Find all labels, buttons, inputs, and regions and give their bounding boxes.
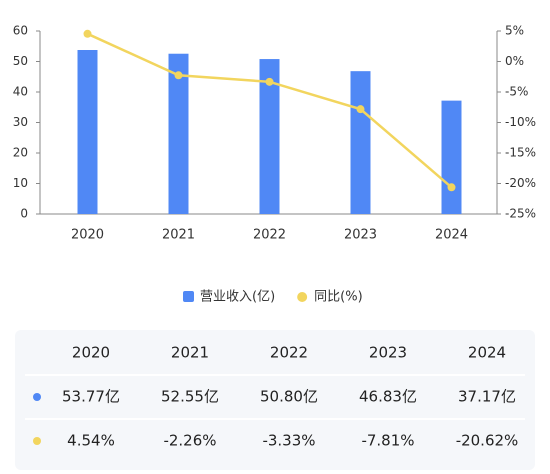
y-tick-label: 40	[13, 85, 28, 99]
y2-tick-label: -20%	[505, 176, 536, 190]
x-tick-label: 2022	[253, 228, 286, 243]
table-header: 2021	[171, 344, 209, 362]
y-tick-label: 10	[13, 176, 28, 190]
y2-tick-label: 0%	[505, 54, 524, 68]
bar	[168, 53, 189, 214]
y-tick-label: 60	[13, 24, 28, 38]
table-cell: -7.81%	[361, 432, 414, 450]
line-point	[356, 105, 365, 114]
table-cell: 46.83亿	[359, 388, 417, 406]
table-cell: 4.54%	[67, 432, 115, 450]
table-cell: 53.77亿	[62, 388, 120, 406]
bar	[259, 59, 280, 215]
y2-tick-label: 5%	[505, 24, 524, 38]
x-tick-label: 2020	[71, 228, 104, 243]
table-background	[15, 330, 535, 470]
x-tick-label: 2024	[435, 228, 468, 243]
legend-label: 同比(%)	[314, 290, 363, 305]
legend-label: 营业收入(亿)	[200, 290, 275, 305]
table-header: 2024	[468, 344, 506, 362]
line-point	[265, 77, 274, 86]
legend-swatch	[183, 291, 194, 302]
x-tick-label: 2023	[344, 228, 377, 243]
table-header: 2022	[270, 344, 308, 362]
x-tick-label: 2021	[162, 228, 195, 243]
table-header: 2020	[72, 344, 110, 362]
table-cell: -2.26%	[163, 432, 216, 450]
table-row-marker	[33, 437, 41, 445]
y2-tick-label: -5%	[505, 85, 528, 99]
table-cell: -20.62%	[456, 432, 519, 450]
y-tick-label: 20	[13, 146, 28, 160]
table-cell: 52.55亿	[161, 388, 219, 406]
bar	[350, 71, 371, 214]
y2-tick-label: -25%	[505, 207, 536, 221]
table-cell: -3.33%	[262, 432, 315, 450]
line-point	[83, 29, 92, 38]
y2-tick-label: -15%	[505, 146, 536, 160]
legend-swatch	[297, 292, 308, 302]
line-point	[174, 71, 183, 80]
bar	[77, 50, 98, 215]
y-tick-label: 0	[20, 207, 28, 221]
line-point	[447, 183, 456, 192]
y2-tick-label: -10%	[505, 115, 536, 129]
table-cell: 37.17亿	[458, 388, 516, 406]
y-tick-label: 50	[13, 54, 28, 68]
y-tick-label: 30	[13, 115, 28, 129]
table-header: 2023	[369, 344, 407, 362]
table-row-marker	[33, 393, 41, 401]
table-cell: 50.80亿	[260, 388, 318, 406]
bar	[441, 100, 462, 214]
